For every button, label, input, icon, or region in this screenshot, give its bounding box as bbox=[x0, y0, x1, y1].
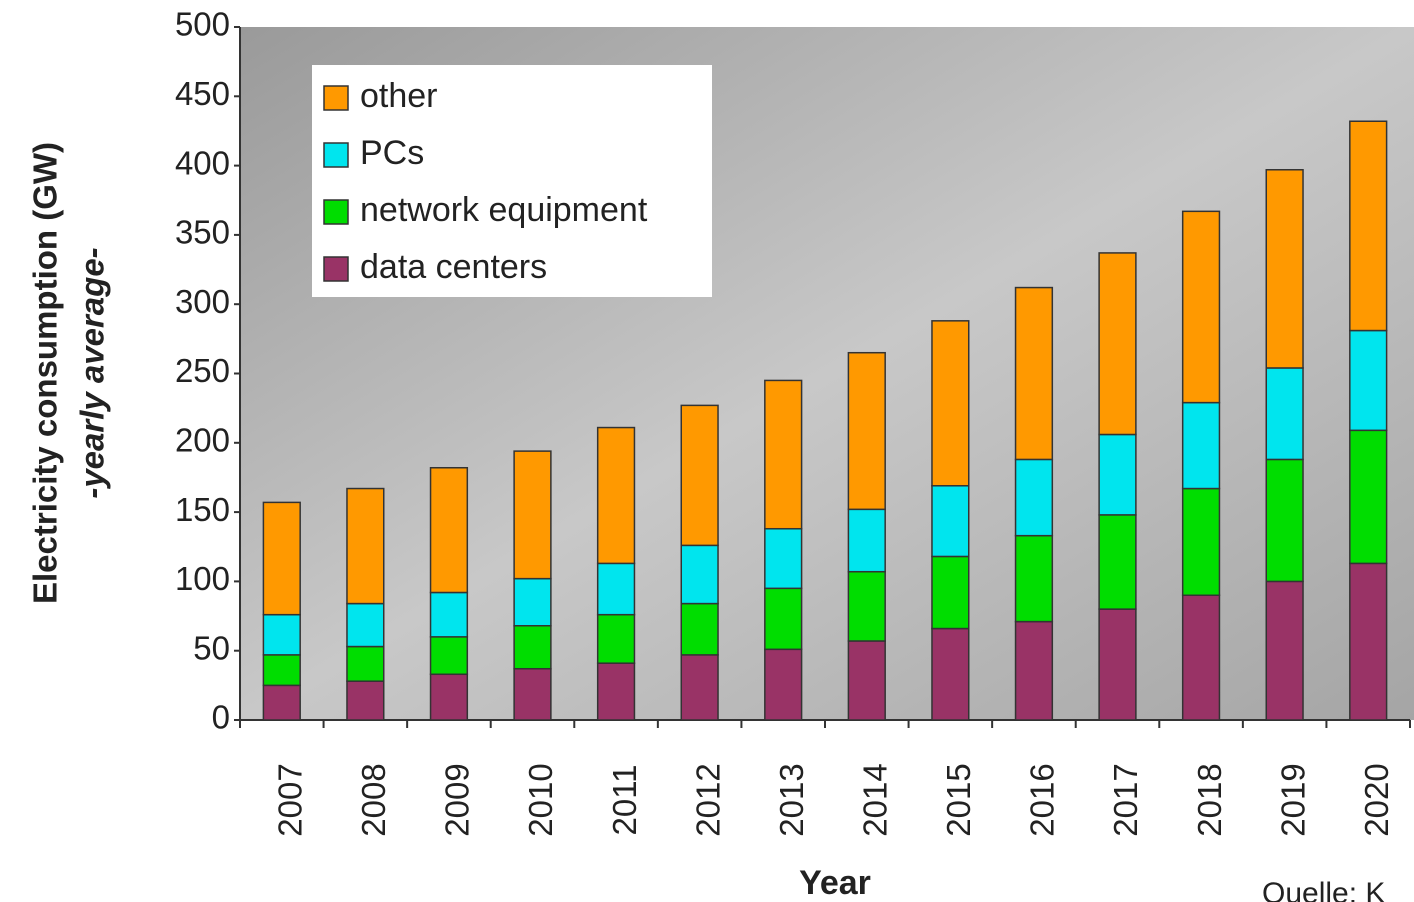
y-axis-sublabel: -yearly average- bbox=[74, 247, 111, 498]
bar-segment bbox=[429, 466, 469, 594]
source-note: Quelle: K bbox=[1262, 877, 1385, 902]
bar-segment bbox=[1181, 487, 1221, 597]
y-tick-label: 50 bbox=[193, 629, 230, 666]
x-tick-label: 2008 bbox=[355, 763, 392, 836]
bar-segment bbox=[1349, 562, 1388, 721]
bar-segment bbox=[513, 577, 552, 627]
y-tick-label: 400 bbox=[175, 144, 230, 181]
bar-segment bbox=[680, 654, 719, 721]
x-tick-label: 2011 bbox=[606, 765, 643, 836]
bar-segment bbox=[1098, 514, 1137, 610]
bar-segment bbox=[513, 667, 552, 721]
y-tick-label: 350 bbox=[175, 214, 230, 251]
bar-segment bbox=[764, 379, 803, 530]
bar-segment bbox=[1014, 458, 1054, 537]
bar-segment bbox=[931, 485, 970, 558]
bar-segment bbox=[931, 555, 970, 630]
x-tick-label: 2010 bbox=[522, 763, 559, 836]
x-tick-label: 2017 bbox=[1107, 763, 1144, 836]
bar-segment bbox=[596, 562, 636, 616]
y-tick-label: 450 bbox=[175, 75, 230, 112]
bar-segment bbox=[847, 508, 886, 573]
bar-segment bbox=[429, 673, 469, 721]
bar-segment bbox=[1014, 286, 1054, 461]
x-tick-label: 2015 bbox=[940, 763, 977, 836]
bar-segment bbox=[1349, 329, 1388, 432]
legend-swatch bbox=[323, 199, 349, 225]
legend-label: other bbox=[360, 77, 438, 115]
bar-segment bbox=[1014, 534, 1054, 623]
bar-segment bbox=[847, 351, 886, 511]
bar-segment bbox=[680, 404, 719, 547]
y-tick-label: 250 bbox=[175, 352, 230, 389]
bar-segment bbox=[847, 570, 886, 642]
bar-segment bbox=[513, 450, 552, 580]
bar-segment bbox=[1265, 169, 1304, 369]
bar-segment bbox=[1181, 210, 1221, 404]
bar-segment bbox=[1014, 620, 1054, 721]
bar-segment bbox=[429, 636, 469, 676]
bar-segment bbox=[596, 662, 636, 721]
bar-segment bbox=[513, 625, 552, 670]
x-tick-label: 2020 bbox=[1358, 763, 1395, 836]
bar-segment bbox=[764, 587, 803, 651]
bar-segment bbox=[680, 602, 719, 656]
bar-segment bbox=[596, 426, 636, 565]
x-tick-label: 2019 bbox=[1274, 763, 1311, 836]
bar-segment bbox=[596, 613, 636, 664]
bar-segment bbox=[346, 645, 385, 682]
legend-box bbox=[312, 65, 712, 297]
bar-segment bbox=[1349, 120, 1388, 332]
x-tick-label: 2013 bbox=[773, 763, 810, 836]
bar-segment bbox=[262, 684, 301, 721]
bar-segment bbox=[429, 591, 469, 638]
bar-segment bbox=[680, 544, 719, 605]
x-tick-label: 2018 bbox=[1191, 763, 1228, 836]
x-tick-label: 2009 bbox=[439, 763, 476, 836]
bar-segment bbox=[931, 320, 970, 487]
bar-segment bbox=[1181, 401, 1221, 490]
bar-segment bbox=[1098, 252, 1137, 436]
legend-swatch bbox=[323, 256, 349, 282]
y-tick-label: 150 bbox=[175, 491, 230, 528]
x-tick-label: 2007 bbox=[272, 763, 309, 836]
y-tick-label: 0 bbox=[212, 699, 230, 736]
bar-segment bbox=[262, 613, 301, 656]
bar-segment bbox=[847, 640, 886, 721]
x-tick-label: 2012 bbox=[689, 763, 726, 836]
bar-segment bbox=[1098, 608, 1137, 721]
x-tick-label: 2014 bbox=[857, 763, 894, 836]
legend-label: PCs bbox=[360, 134, 424, 172]
bar-segment bbox=[1265, 458, 1304, 583]
y-tick-label: 500 bbox=[175, 6, 230, 43]
legend-swatch bbox=[323, 142, 349, 168]
bar-segment bbox=[346, 487, 385, 605]
legend-label: data centers bbox=[360, 248, 547, 286]
bar-segment bbox=[262, 654, 301, 687]
legend-swatch bbox=[323, 85, 349, 111]
bar-segment bbox=[764, 527, 803, 590]
legend-label: network equipment bbox=[360, 191, 648, 229]
x-axis-label: Year bbox=[799, 864, 871, 902]
bar-segment bbox=[346, 602, 385, 648]
y-axis-label: Electricity consumption (GW) bbox=[27, 142, 64, 604]
y-tick-label: 200 bbox=[175, 422, 230, 459]
bar-segment bbox=[1098, 433, 1137, 516]
bar-segment bbox=[346, 680, 385, 721]
x-tick-label: 2016 bbox=[1024, 763, 1061, 836]
bar-segment bbox=[1349, 429, 1388, 565]
bar-segment bbox=[764, 648, 803, 721]
bar-segment bbox=[1181, 594, 1221, 721]
y-tick-label: 300 bbox=[175, 283, 230, 320]
y-tick-label: 100 bbox=[175, 560, 230, 597]
bar-segment bbox=[931, 627, 970, 721]
bar-segment bbox=[1265, 580, 1304, 721]
bar-segment bbox=[262, 501, 301, 616]
bar-segment bbox=[1265, 367, 1304, 461]
